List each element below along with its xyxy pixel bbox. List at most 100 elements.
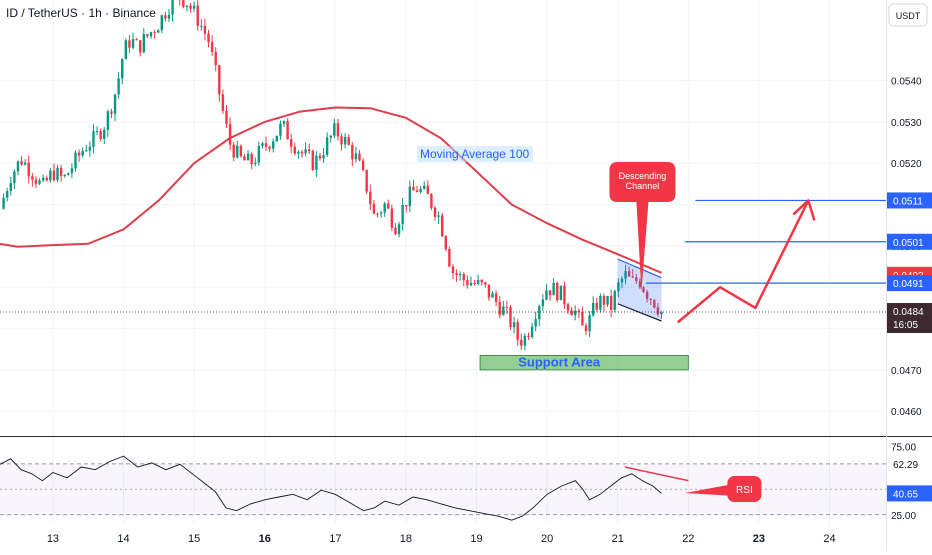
candle-body [401,204,404,225]
candle-body [164,15,167,19]
descending-channel-label-line2: Channel [626,181,660,191]
candle-body [221,94,225,111]
candle-body [624,271,627,279]
candle-body [52,170,56,181]
candle-body [282,121,286,124]
candle-body [99,131,102,139]
candle-body [67,173,70,176]
candle-body [20,161,23,165]
candle-body [297,151,300,154]
moving-average-line [0,106,662,274]
rsi-callout-box [727,476,762,502]
price-tag-bg [887,233,932,250]
candle-body [502,306,505,316]
projection-arrowhead [792,199,816,221]
candle-body [627,271,631,277]
price-tag: 0.0511 [893,196,923,207]
candle-body [505,306,509,308]
candle-body [311,151,314,170]
candle-body [23,162,27,165]
candle-body [545,290,548,300]
candles-group [2,0,663,351]
rsi-current-label: 40.65 [893,489,918,500]
candle-body [192,5,196,9]
target-lines-group [0,199,886,313]
time-tick-label: 15 [188,533,200,545]
price-tick-label: 0.0530 [891,118,922,129]
candle-body [142,34,146,53]
candle-body [387,203,390,209]
rsi-line [0,455,662,521]
candle-body [649,298,652,300]
projection-group [676,199,816,324]
candle-body [121,59,124,79]
candle-body [279,123,282,136]
candle-body [653,299,656,308]
candle-body [556,282,559,301]
time-tick-label: 17 [329,533,341,545]
time-tick-label: 20 [541,533,553,545]
candle-body [171,0,174,15]
candle-body [538,306,541,320]
candle-body [153,32,156,34]
candle-body [41,177,45,181]
candle-body [577,310,581,312]
candle-body [300,151,304,154]
candle-body [534,319,537,327]
candle-body [642,287,645,292]
candle-body [574,310,577,316]
grid [0,0,886,525]
candle-body [214,51,217,66]
candle-body [437,215,440,217]
candle-body [476,279,480,284]
chart-header: ID / TetherUS · 1h · Binance [6,6,156,20]
candle-body [13,171,16,184]
candle-body [275,135,279,142]
candle-body [243,156,246,161]
candle-body [304,149,307,154]
candle-body [106,111,110,130]
time-tick-label: 13 [47,533,59,545]
rsi-tick-label: 25.00 [891,511,916,522]
channel-lower-line [617,303,662,322]
channel-fill [617,259,662,322]
candle-body [498,301,501,316]
currency-badge [888,3,928,27]
candle-body [128,40,131,48]
price-tag-bg [887,275,932,292]
candle-body [606,295,609,305]
candle-body [358,153,361,161]
candle-body [480,279,483,283]
candle-body [77,152,81,156]
candle-body [541,299,545,307]
rsi-current-tag-bg [887,485,932,502]
candle-body [599,295,602,310]
candle-body [426,185,430,195]
candle-body [397,224,401,235]
candle-body [315,155,318,170]
candle-body [494,293,498,302]
candle-body [149,32,153,37]
candle-body [530,326,534,338]
candle-body [257,146,261,163]
candle-body [232,144,235,158]
candle-body [70,168,74,174]
candle-body [135,39,138,41]
header-exchange: Binance [113,6,157,20]
price-tag-bg [887,192,932,209]
candle-body [376,213,379,215]
candle-body [156,30,160,33]
candle-body [523,335,527,346]
rsi-divergence-line [624,466,689,482]
candle-body [620,278,624,283]
rsi-upper-tag-bg [887,455,932,472]
candle-body [95,131,99,133]
candle-body [444,236,447,250]
candle-body [588,315,591,332]
candle-body [92,131,95,147]
candle-body [520,339,523,346]
candle-body [638,281,642,288]
